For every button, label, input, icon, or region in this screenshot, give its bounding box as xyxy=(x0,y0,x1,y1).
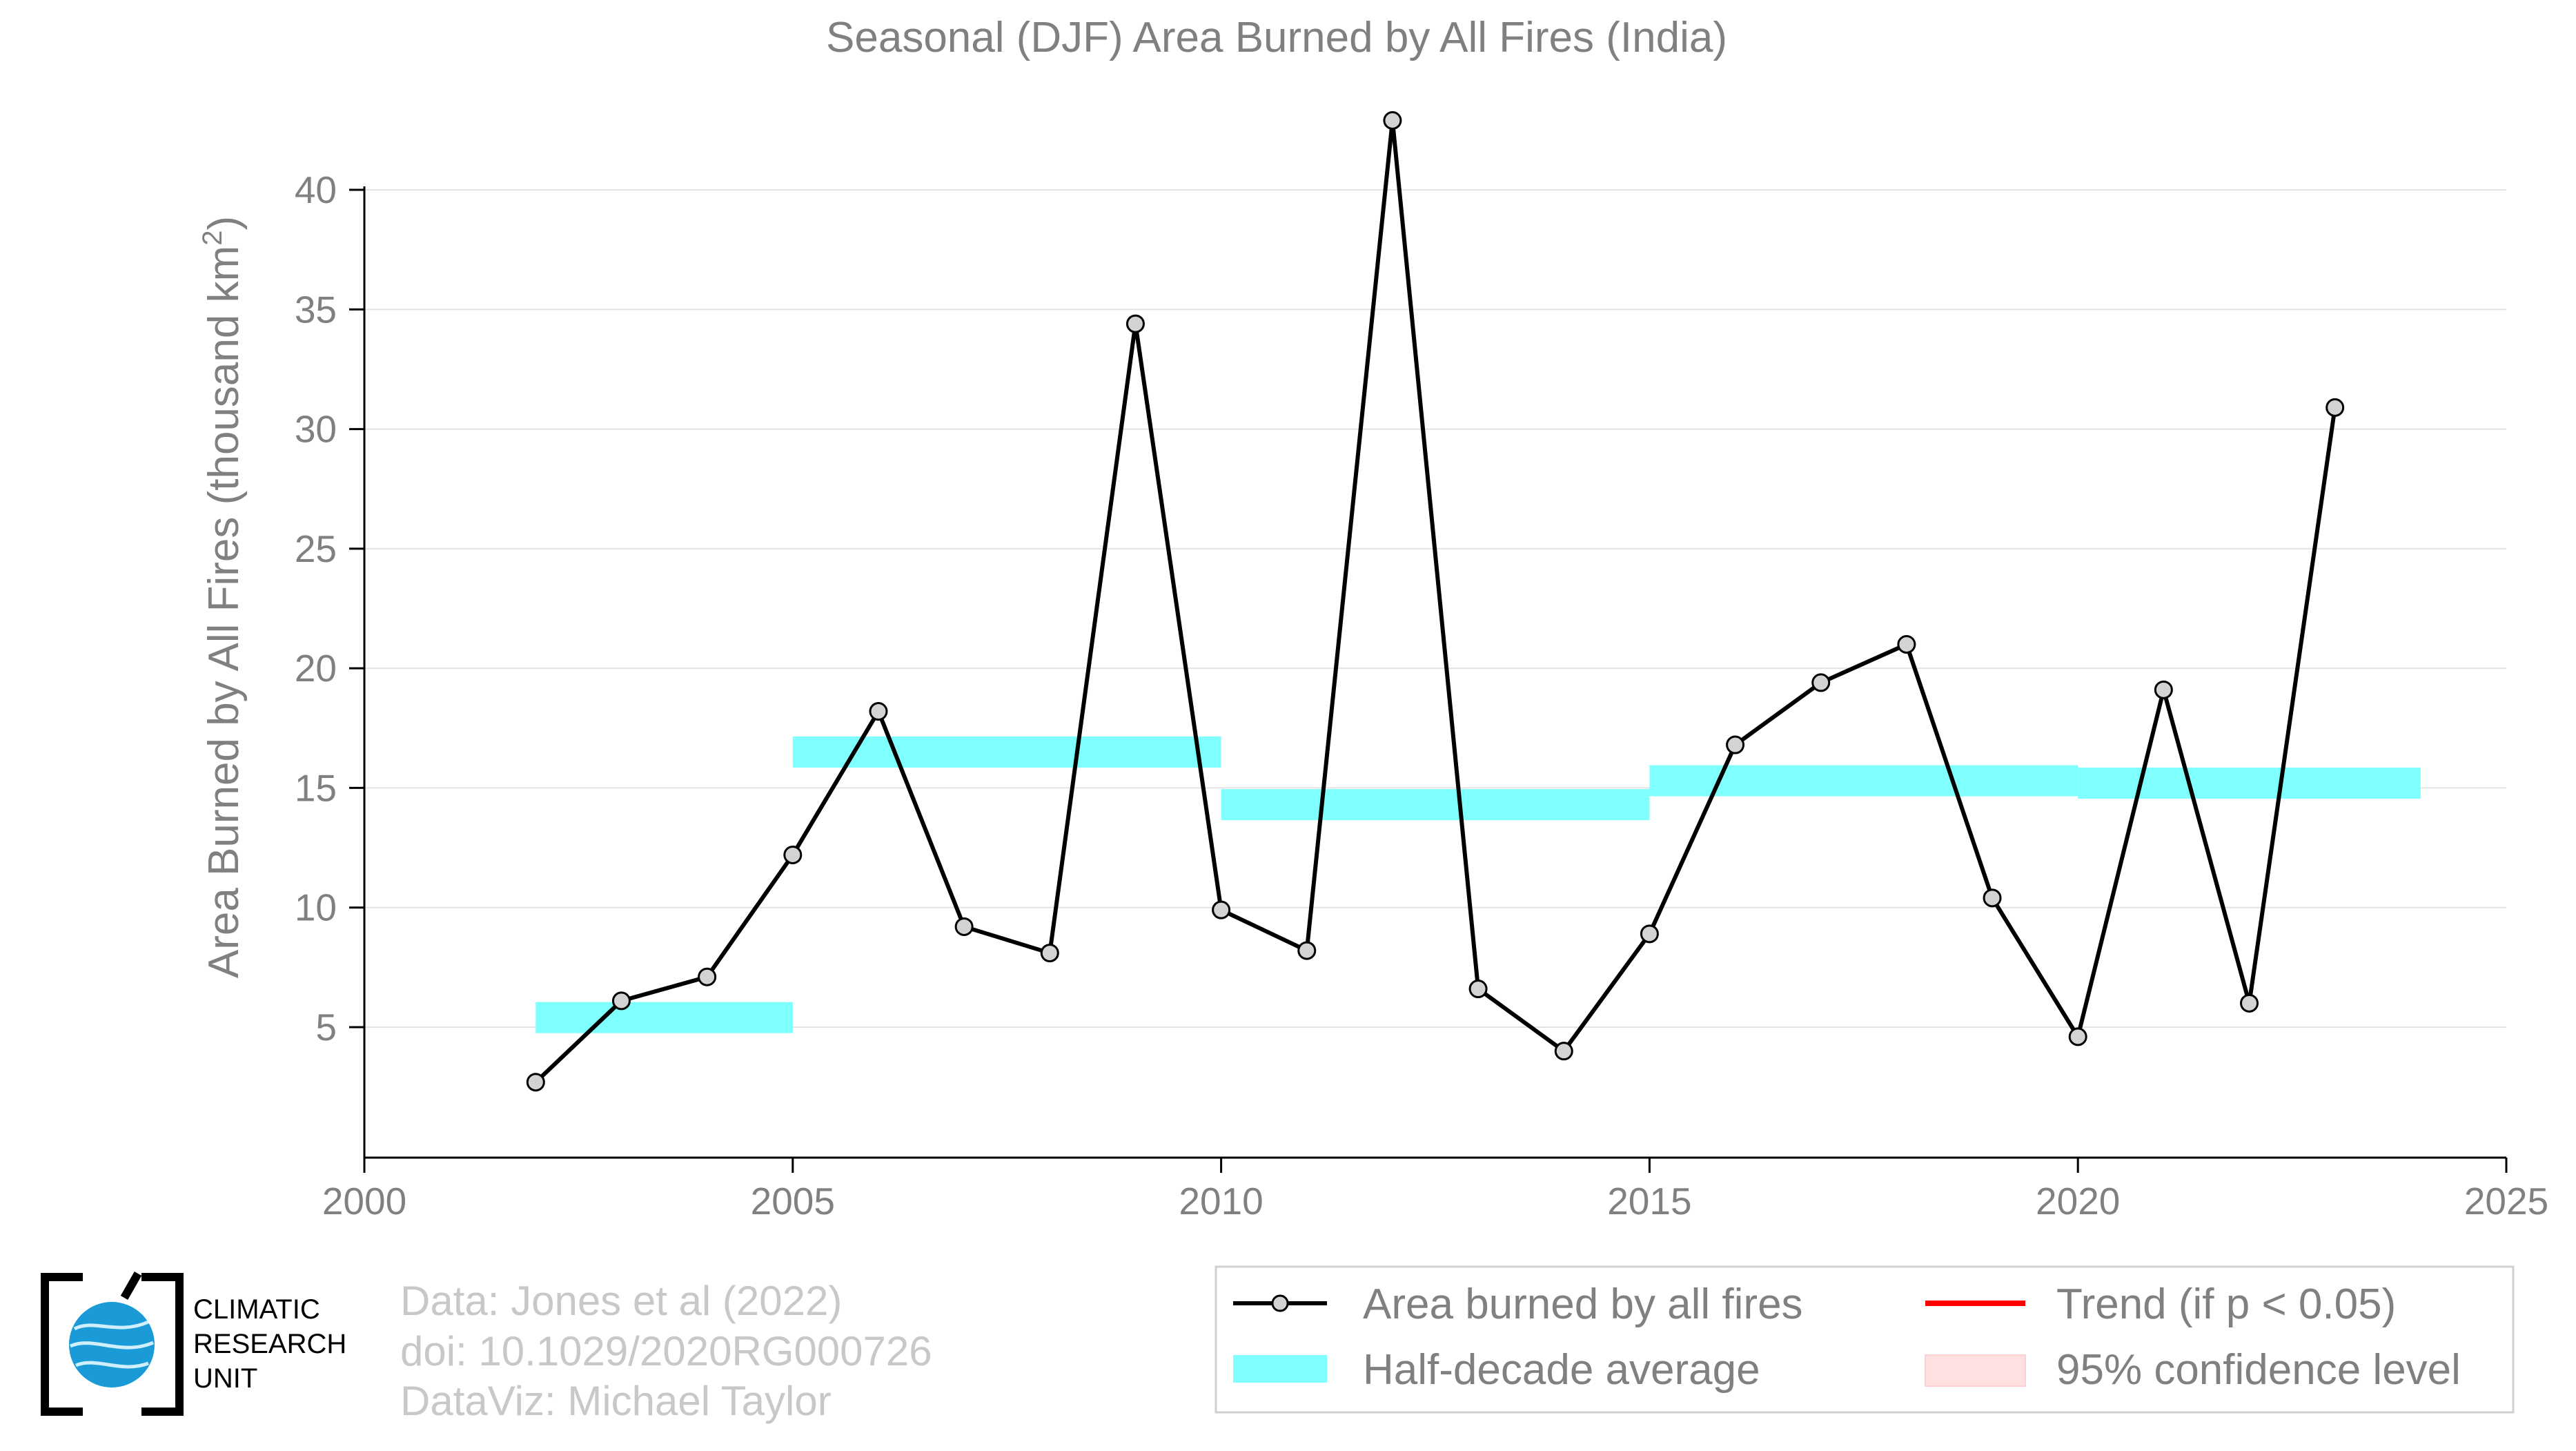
y-tick-label-10: 10 xyxy=(295,886,337,929)
legend-label-trend: Trend (if p < 0.05) xyxy=(2056,1280,2396,1328)
legend-band-confidence xyxy=(1925,1354,2026,1387)
x-tick-label-2000: 2000 xyxy=(322,1180,406,1223)
data-point-2008 xyxy=(1040,944,1059,963)
legend-band-half-decade xyxy=(1233,1355,1327,1383)
x-tick-label-2010: 2010 xyxy=(1179,1180,1263,1223)
data-point-2006 xyxy=(869,702,888,721)
credit-data: Data: Jones et al (2022) xyxy=(400,1278,842,1324)
globe-wave-1 xyxy=(73,1320,150,1331)
data-point-2015 xyxy=(1640,924,1659,944)
logo-text-1: CLIMATIC xyxy=(193,1294,320,1325)
x-ticks: 2000 2005 2010 2015 2020 2025 xyxy=(322,1158,2548,1223)
data-point-2013 xyxy=(1468,980,1488,999)
half-decade-band-4 xyxy=(2078,767,2421,799)
credit-dataviz: DataViz: Michael Taylor xyxy=(400,1378,832,1424)
logo-text-2: RESEARCH xyxy=(193,1329,346,1359)
data-point-2020 xyxy=(2068,1027,2087,1046)
series-line-area-burned xyxy=(534,118,2337,1084)
credits: Data: Jones et al (2022) doi: 10.1029/20… xyxy=(400,1278,932,1424)
data-point-2023 xyxy=(2326,398,2345,417)
data-point-2018 xyxy=(1897,634,1916,654)
y-tick-label-15: 15 xyxy=(295,766,337,809)
y-tick-label-30: 30 xyxy=(295,408,337,451)
y-tick-label-35: 35 xyxy=(295,288,337,331)
legend-label-confidence: 95% confidence level xyxy=(2056,1346,2461,1394)
x-tick-label-2005: 2005 xyxy=(751,1180,835,1223)
data-point-2017 xyxy=(1811,673,1831,692)
data-point-2011 xyxy=(1297,941,1317,960)
half-decade-band-0 xyxy=(535,1002,793,1033)
data-point-2004 xyxy=(698,967,717,986)
data-point-2005 xyxy=(783,845,803,864)
data-point-2022 xyxy=(2240,993,2259,1013)
y-ticks: 5 10 15 20 25 30 35 40 xyxy=(295,168,364,1049)
data-point-2012 xyxy=(1383,110,1402,130)
y-tick-label-20: 20 xyxy=(295,647,337,690)
data-point-2014 xyxy=(1554,1042,1573,1061)
y-tick-label-25: 25 xyxy=(295,527,337,570)
area-burned-series xyxy=(534,118,2337,1084)
legend-marker-area-burned xyxy=(1271,1294,1289,1312)
credit-doi: doi: 10.1029/2020RG000726 xyxy=(400,1328,932,1374)
logo-slash xyxy=(120,1272,142,1300)
data-point-2007 xyxy=(954,917,974,936)
legend-box xyxy=(1215,1265,2515,1414)
area-burned-points xyxy=(526,110,2345,1092)
x-tick-label-2015: 2015 xyxy=(1607,1180,1691,1223)
data-point-2010 xyxy=(1212,900,1231,919)
gridlines xyxy=(364,189,2506,1028)
half-decade-band-2 xyxy=(1221,789,1650,821)
data-point-2021 xyxy=(2154,680,2173,699)
y-tick-label-40: 40 xyxy=(295,168,337,211)
logo-bracket-right xyxy=(141,1273,184,1416)
data-point-2003 xyxy=(611,991,631,1011)
logo-bracket-left xyxy=(41,1273,83,1416)
half-decade-band-1 xyxy=(792,736,1221,768)
legend-label-half-decade: Half-decade average xyxy=(1363,1346,1760,1394)
globe-wave-3 xyxy=(75,1361,149,1369)
data-point-2019 xyxy=(1983,888,2002,908)
cru-logo: CLIMATIC RESEARCH UNIT xyxy=(41,1272,346,1416)
y-axis-label: Area Burned by All Fires (thousand km2) xyxy=(197,216,248,978)
x-tick-label-2020: 2020 xyxy=(2036,1180,2120,1223)
data-point-2009 xyxy=(1125,314,1145,333)
chart-title: Seasonal (DJF) Area Burned by All Fires … xyxy=(826,14,1727,61)
logo-text-3: UNIT xyxy=(193,1363,257,1394)
legend: Area burned by all fires Trend (if p < 0… xyxy=(1215,1265,2515,1414)
legend-label-area-burned: Area burned by all fires xyxy=(1363,1280,1803,1328)
data-point-2002 xyxy=(526,1073,545,1092)
data-point-2016 xyxy=(1726,735,1745,754)
y-tick-label-5: 5 xyxy=(315,1006,337,1049)
globe-wave-2 xyxy=(69,1341,154,1350)
x-tick-label-2025: 2025 xyxy=(2464,1180,2548,1223)
